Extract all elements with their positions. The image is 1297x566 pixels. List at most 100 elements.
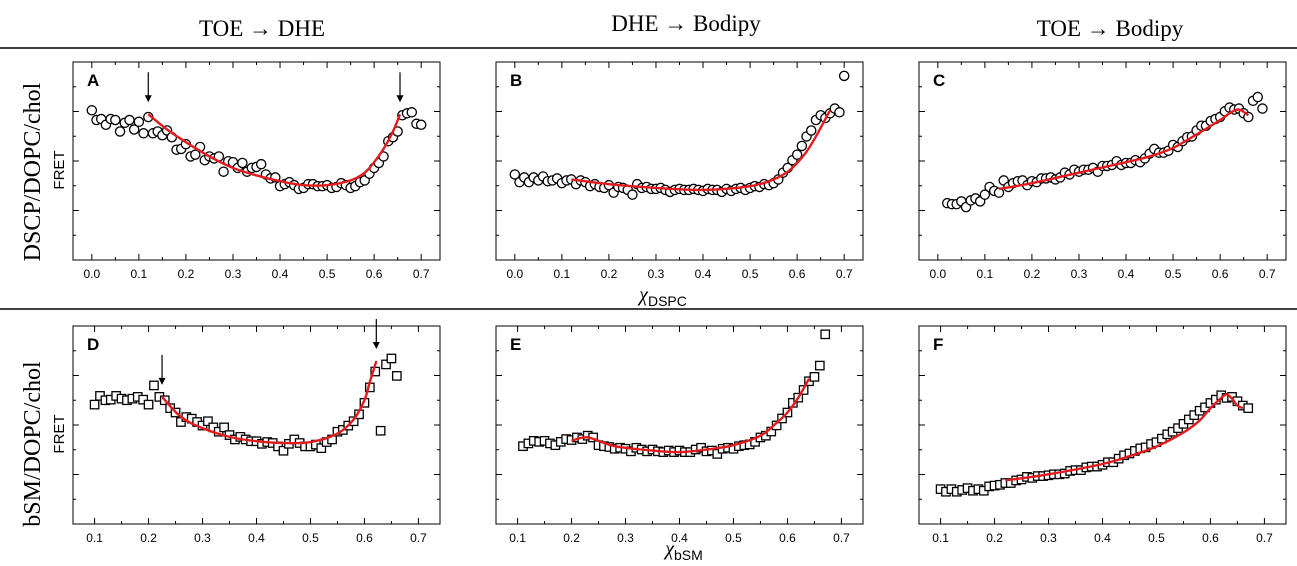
x-tick-label: 0.2: [178, 267, 195, 281]
x-tick-label: 0.0: [83, 267, 100, 281]
x-tick-label: 0.6: [356, 531, 373, 545]
x-axis-title-row2: χbSM: [663, 538, 703, 563]
panel-E: 0.1 0.2 0.3 0.4 0.5 0.6 0.7 E: [495, 325, 864, 545]
x-tick-label: 0.4: [272, 267, 289, 281]
data-point: [128, 124, 140, 135]
data-point: [1257, 103, 1268, 114]
x-axis-title-symbol: χ: [637, 284, 649, 306]
x-tick-label: 0.6: [1202, 531, 1219, 545]
x-tick-label: 0.4: [695, 267, 712, 281]
x-tick-label: 0.7: [410, 531, 427, 545]
data-point: [415, 119, 427, 131]
x-tick-label: 0.1: [509, 531, 526, 545]
fit-curve: [998, 108, 1250, 191]
data-point: [86, 105, 98, 116]
x-tick-label: 0.6: [779, 531, 796, 545]
row-label-1: DSCP/DOPC/chol: [20, 82, 46, 261]
column-title-1: TOE → DHE: [199, 16, 325, 41]
data-point: [381, 359, 391, 370]
arrow-head: [144, 95, 152, 103]
boundary-arrow: [372, 319, 380, 350]
data-point: [838, 70, 850, 82]
svg-text:χbSM: χbSM: [663, 538, 703, 563]
fit-curve: [161, 360, 378, 445]
data-point: [796, 140, 808, 152]
svg-text:χDSPC: χDSPC: [637, 284, 687, 309]
x-tick-label: 0.0: [929, 267, 946, 281]
panel-F: 0.1 0.2 0.3 0.4 0.5 0.6 0.7 F: [918, 325, 1287, 545]
x-axis-title-subscript: DSPC: [648, 293, 687, 309]
data-point: [278, 445, 289, 456]
x-tick-label: 0.5: [319, 267, 336, 281]
data-point: [627, 189, 638, 200]
plot-frame: [495, 61, 864, 261]
boundary-arrow: [396, 72, 404, 103]
data-point: [820, 329, 831, 340]
panel-letter: F: [933, 335, 943, 354]
x-tick-label: 0.6: [366, 267, 383, 281]
data-point: [712, 449, 723, 459]
x-tick-label: 0.2: [563, 531, 580, 545]
x-tick-label: 0.1: [86, 531, 103, 545]
column-title-2: DHE → Bodipy: [611, 11, 761, 36]
x-tick-label: 0.1: [554, 267, 571, 281]
data-point: [149, 380, 159, 391]
x-tick-label: 0.7: [833, 531, 850, 545]
plot-frame: [495, 325, 864, 525]
x-tick-label: 0.5: [1148, 531, 1165, 545]
x-tick-label: 0.3: [194, 531, 211, 545]
data-point: [386, 353, 397, 364]
x-tick-label: 0.5: [1165, 267, 1182, 281]
boundary-arrow: [158, 354, 166, 385]
row-label-2: bSM/DOPC/chol: [20, 361, 46, 527]
y-axis-label-row1: FRET: [51, 150, 68, 189]
data-point: [138, 394, 149, 405]
x-tick-label: 0.3: [1040, 531, 1057, 545]
panels: 0.0 0.1 0.2 0.3 0.4 0.5 0.6 0.7 A 0.0 0.1 0.2 0.3 0.4…: [72, 61, 1287, 545]
panel-letter: C: [933, 71, 945, 90]
data-point: [203, 416, 213, 427]
data-point: [114, 126, 126, 137]
data-point: [133, 116, 145, 128]
x-axis-title-row1: χDSPC: [637, 284, 687, 309]
x-tick-label: 0.5: [742, 267, 759, 281]
data-point: [89, 399, 100, 410]
x-axis-title-symbol: χ: [663, 538, 675, 560]
x-tick-label: 0.3: [1071, 267, 1088, 281]
x-tick-label: 0.2: [1024, 267, 1041, 281]
panel-letter: A: [87, 71, 99, 90]
panel-C: 0.0 0.1 0.2 0.3 0.4 0.5 0.6 0.7 C: [918, 61, 1287, 281]
panel-letter: B: [510, 71, 522, 90]
data-point: [1252, 91, 1264, 103]
fit-curve: [1005, 393, 1244, 482]
panel-letter: D: [87, 335, 99, 354]
x-tick-label: 0.1: [977, 267, 994, 281]
plot-frame: [72, 325, 441, 525]
data-point: [406, 107, 418, 118]
data-point: [237, 157, 248, 169]
x-tick-label: 0.1: [131, 267, 148, 281]
x-tick-label: 0.0: [506, 267, 523, 281]
x-tick-label: 0.7: [836, 267, 853, 281]
data-point: [138, 128, 149, 139]
x-tick-label: 0.7: [1256, 531, 1273, 545]
panel-letter: E: [510, 335, 521, 354]
x-tick-label: 0.5: [725, 531, 742, 545]
data-point: [218, 166, 229, 177]
data-point: [124, 114, 135, 126]
data-point: [255, 158, 267, 170]
x-tick-label: 0.4: [671, 531, 688, 545]
data-point: [979, 189, 991, 200]
panel-A: 0.0 0.1 0.2 0.3 0.4 0.5 0.6 0.7 A: [72, 61, 441, 281]
x-tick-label: 0.2: [140, 531, 157, 545]
data-point: [375, 425, 386, 436]
data-point: [316, 443, 327, 454]
data-point: [814, 360, 825, 371]
x-tick-label: 0.3: [648, 267, 665, 281]
data-point: [809, 372, 820, 382]
data-point: [791, 149, 803, 160]
x-tick-label: 0.3: [225, 267, 242, 281]
x-tick-label: 0.7: [1259, 267, 1276, 281]
x-tick-label: 0.4: [248, 531, 265, 545]
